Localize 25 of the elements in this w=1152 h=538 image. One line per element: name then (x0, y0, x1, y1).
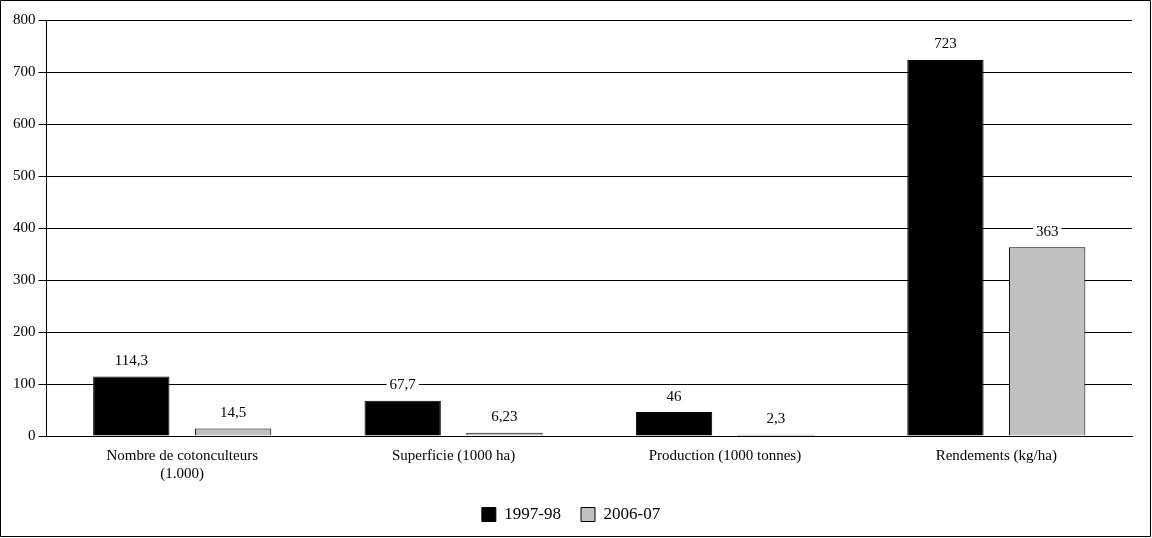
y-tick-label: 300 (13, 270, 36, 287)
x-tick-label: Superficie (1000 ha) (391, 446, 516, 464)
x-tick-label: Rendements (kg/ha) (935, 446, 1057, 464)
y-tick-label: 500 (13, 166, 36, 183)
y-tick-label: 400 (13, 218, 36, 235)
y-tick-label: 200 (13, 322, 36, 339)
x-tick-label: Nombre de cotonculteurs (1.000) (106, 446, 259, 482)
legend-label: 1997-98 (504, 503, 562, 523)
data-label: 67,7 (389, 376, 417, 393)
y-tick-label: 600 (13, 114, 36, 131)
data-label: 114,3 (114, 352, 148, 368)
data-label: 6,23 (491, 408, 518, 425)
bar (364, 400, 441, 436)
y-tick-label: 700 (13, 62, 36, 79)
y-tick-label: 100 (13, 374, 36, 391)
data-label: 723 (934, 35, 957, 52)
data-label: 14,5 (219, 403, 247, 420)
data-label: 363 (1035, 222, 1059, 239)
bar (635, 412, 713, 436)
data-label: 2,3 (766, 410, 786, 427)
legend-label: 2006-07 (603, 503, 661, 523)
data-label: 46 (666, 387, 683, 404)
y-tick-label: 800 (13, 10, 36, 27)
x-tick-label: Production (1000 tonnes) (648, 446, 802, 464)
y-tick-label: 0 (28, 426, 36, 443)
